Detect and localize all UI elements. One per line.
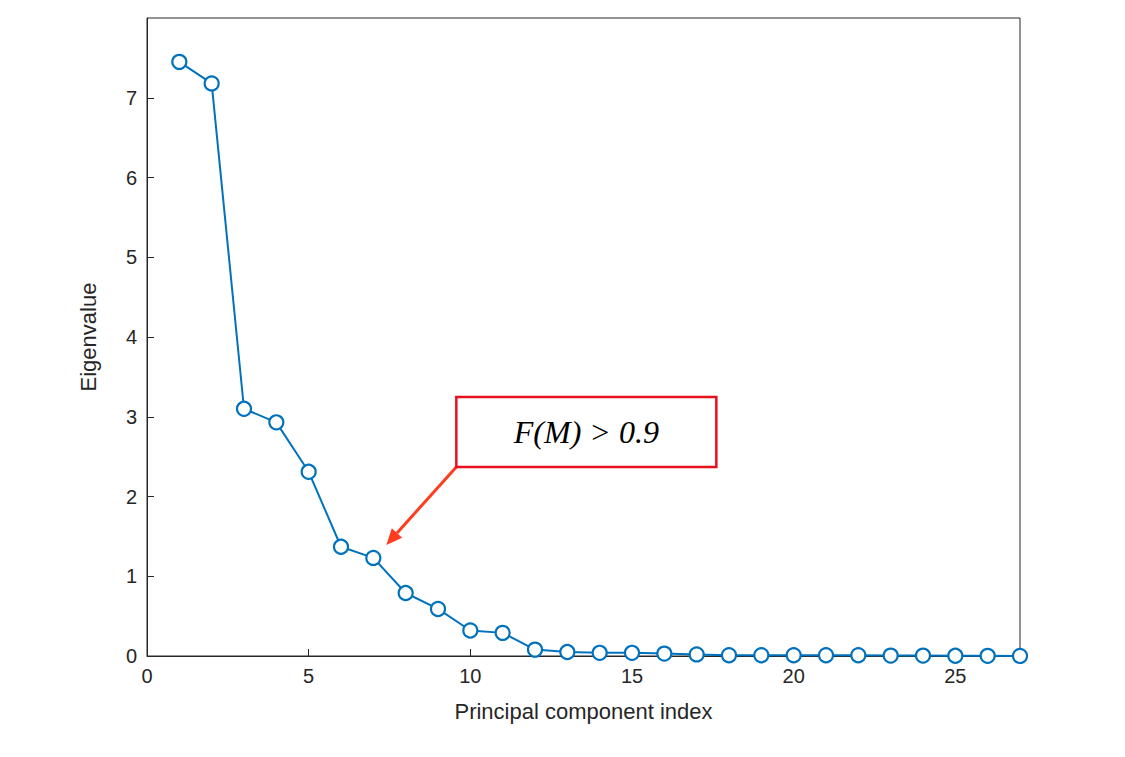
svg-text:5: 5 xyxy=(303,665,314,687)
svg-text:20: 20 xyxy=(783,665,805,687)
svg-text:Eigenvalue: Eigenvalue xyxy=(76,283,101,392)
svg-text:10: 10 xyxy=(459,665,481,687)
svg-text:0: 0 xyxy=(141,665,152,687)
svg-text:25: 25 xyxy=(944,665,966,687)
svg-text:4: 4 xyxy=(126,326,137,348)
svg-text:F(M) > 0.9: F(M) > 0.9 xyxy=(513,414,659,450)
svg-text:3: 3 xyxy=(126,406,137,428)
svg-text:2: 2 xyxy=(126,486,137,508)
svg-text:7: 7 xyxy=(126,87,137,109)
svg-text:6: 6 xyxy=(126,167,137,189)
svg-text:0: 0 xyxy=(126,645,137,667)
svg-text:5: 5 xyxy=(126,246,137,268)
svg-text:15: 15 xyxy=(621,665,643,687)
svg-text:Principal component index: Principal component index xyxy=(454,699,712,724)
svg-text:1: 1 xyxy=(126,565,137,587)
